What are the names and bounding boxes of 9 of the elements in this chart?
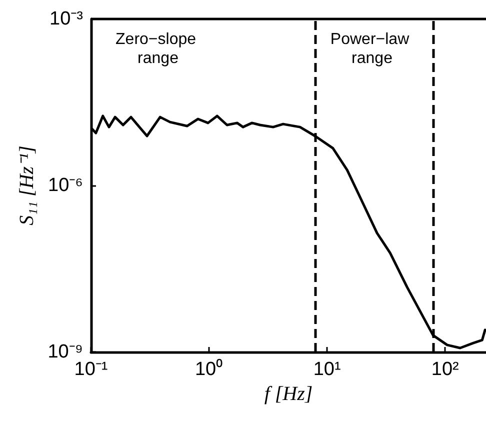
x-tick-label: 10¹: [313, 359, 341, 380]
y-axis-title: S₁₁ [Hz⁻¹]: [16, 146, 38, 226]
annotation: Zero−slope range: [116, 31, 200, 67]
y-tick-label: 10⁻⁶: [48, 175, 83, 196]
x-tick-label: 10²: [431, 359, 459, 380]
x-tick-label: 10⁰: [194, 358, 224, 380]
annotation: Power−law range: [330, 31, 414, 67]
x-axis-title: f [Hz]: [264, 382, 313, 405]
y-tick-label: 10⁻³: [50, 8, 83, 30]
